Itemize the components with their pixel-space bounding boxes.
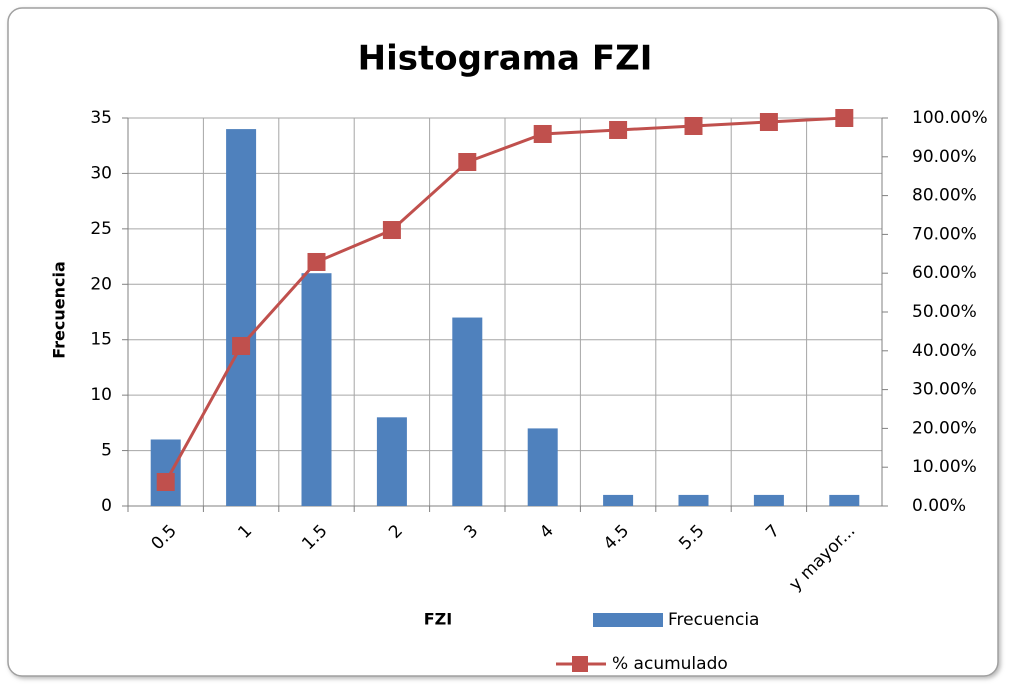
y-tick-label: 35 xyxy=(90,108,112,128)
y2-tick-label: 60.00% xyxy=(912,263,977,283)
legend-marker xyxy=(572,656,588,672)
y2-tick-label: 40.00% xyxy=(912,341,977,361)
line-marker xyxy=(458,152,477,171)
bar xyxy=(150,439,181,506)
line-marker xyxy=(382,221,401,240)
bar xyxy=(226,129,257,507)
y2-tick-label: 100.00% xyxy=(912,108,988,128)
x-axis-label: FZI xyxy=(424,610,452,629)
legend-swatch xyxy=(593,613,663,627)
y2-tick-label: 50.00% xyxy=(912,302,977,322)
bar xyxy=(678,494,709,506)
y2-tick-label: 0.00% xyxy=(912,496,966,516)
y2-tick-label: 80.00% xyxy=(912,186,977,206)
line-marker xyxy=(609,120,628,139)
y2-tick-label: 20.00% xyxy=(912,418,977,438)
line-marker xyxy=(684,116,703,135)
y-tick-label: 15 xyxy=(90,330,112,350)
y-tick-label: 30 xyxy=(90,163,112,183)
y2-tick-label: 90.00% xyxy=(912,147,977,167)
y-tick-label: 0 xyxy=(101,496,112,516)
line-marker xyxy=(156,472,175,491)
bar xyxy=(753,494,784,506)
y-tick-label: 10 xyxy=(90,385,112,405)
line-marker xyxy=(307,252,326,271)
line-marker xyxy=(533,124,552,143)
y-tick-label: 25 xyxy=(90,219,112,239)
y-tick-label: 5 xyxy=(101,441,112,461)
line xyxy=(164,116,845,483)
y2-tick-label: 30.00% xyxy=(912,380,977,400)
line-marker xyxy=(835,109,854,127)
y2-tick-label: 70.00% xyxy=(912,224,977,244)
legend-label: Frecuencia xyxy=(668,610,759,630)
legend-label: % acumulado xyxy=(612,654,728,674)
bar xyxy=(603,494,634,506)
bar xyxy=(829,494,860,506)
bar xyxy=(376,417,407,506)
chart-title: Histograma FZI xyxy=(358,39,653,79)
y-tick-label: 20 xyxy=(90,274,112,294)
bar xyxy=(527,428,558,506)
y-axis-label: Frecuencia xyxy=(50,261,69,359)
line-marker xyxy=(232,336,251,355)
line-marker xyxy=(759,112,778,131)
chart-frame xyxy=(7,7,999,677)
bar xyxy=(452,317,483,506)
y2-tick-label: 10.00% xyxy=(912,457,977,477)
bar xyxy=(301,273,332,506)
